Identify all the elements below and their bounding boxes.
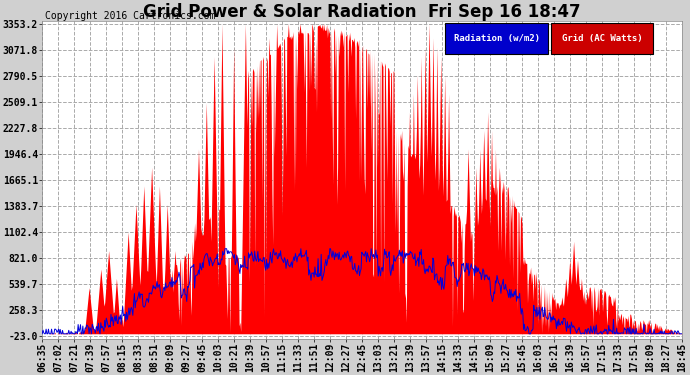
Title: Grid Power & Solar Radiation  Fri Sep 16 18:47: Grid Power & Solar Radiation Fri Sep 16 … — [144, 3, 581, 21]
Text: Copyright 2016 Cartronics.com: Copyright 2016 Cartronics.com — [46, 11, 216, 21]
FancyBboxPatch shape — [446, 22, 548, 54]
Text: Grid (AC Watts): Grid (AC Watts) — [562, 34, 642, 43]
Text: Radiation (w/m2): Radiation (w/m2) — [453, 34, 540, 43]
FancyBboxPatch shape — [551, 22, 653, 54]
